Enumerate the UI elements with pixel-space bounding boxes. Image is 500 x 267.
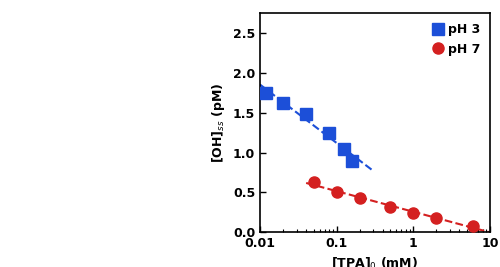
pH 7 xyxy=(310,180,316,184)
X-axis label: [TPA]$_0$ (mM): [TPA]$_0$ (mM) xyxy=(332,256,418,267)
pH 3 xyxy=(350,159,356,162)
Line: pH 3: pH 3 xyxy=(260,87,358,166)
pH 3 xyxy=(280,101,286,104)
pH 7 xyxy=(470,224,476,227)
pH 3 xyxy=(303,113,309,116)
pH 3 xyxy=(263,91,269,95)
pH 7 xyxy=(410,211,416,215)
pH 7 xyxy=(388,205,394,209)
pH 7 xyxy=(434,216,440,219)
pH 3 xyxy=(326,131,332,134)
Line: pH 7: pH 7 xyxy=(308,176,478,231)
pH 7 xyxy=(356,197,362,200)
pH 3 xyxy=(341,147,347,150)
Y-axis label: [OH]$_{ss}$ (pM): [OH]$_{ss}$ (pM) xyxy=(210,83,228,163)
pH 7 xyxy=(334,191,340,194)
Legend: pH 3, pH 7: pH 3, pH 7 xyxy=(430,19,484,59)
